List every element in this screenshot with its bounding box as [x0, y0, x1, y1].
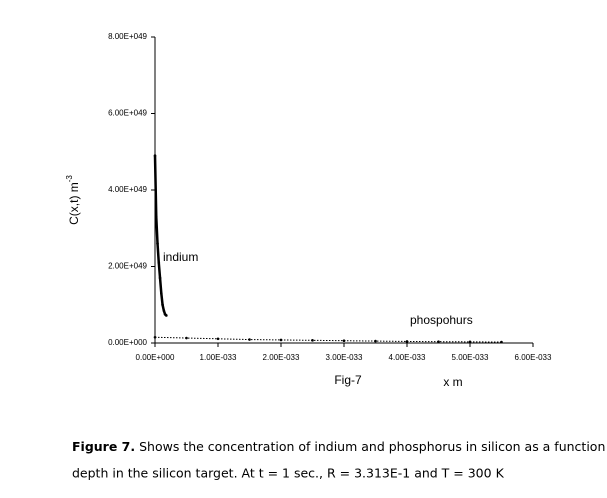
x-axis-label: x m [443, 375, 462, 389]
data-point [185, 336, 188, 340]
data-point [158, 276, 162, 280]
y-tick-label: 2.00E+049 [108, 262, 147, 271]
y-tick-label: 6.00E+049 [108, 109, 147, 118]
x-tick-label: 2.00E-033 [263, 353, 300, 362]
caption-text: Shows the concentration of indium and ph… [139, 439, 607, 454]
y-axis-label-text: C(x,t) m [67, 182, 81, 225]
data-point [156, 242, 159, 245]
annotation: indium [163, 250, 198, 264]
caption-text: depth in the silicon target. At t = 1 se… [72, 466, 505, 481]
data-point [248, 338, 251, 341]
x-tick-label: 0.00E+000 [136, 353, 175, 362]
data-point [153, 335, 157, 339]
data-point [468, 340, 472, 344]
data-point [157, 261, 161, 264]
annotation: phospohurs [410, 313, 473, 327]
figure-caption: Figure 7. Shows the concentration of ind… [72, 439, 607, 454]
y-tick-label: 0.00E+000 [108, 338, 147, 347]
y-axis-label: C(x,t) m-3 [65, 175, 81, 225]
x-tick-label: 4.00E-033 [389, 353, 426, 362]
x-tick-label: 6.00E-033 [515, 353, 552, 362]
data-point [154, 215, 158, 219]
data-point [500, 340, 503, 344]
data-point [160, 291, 163, 295]
data-point [311, 339, 314, 342]
data-point [342, 339, 346, 343]
data-point [162, 309, 166, 312]
data-point [161, 303, 164, 307]
x-tick-label: 3.00E-033 [326, 353, 363, 362]
data-point [165, 314, 168, 317]
y-tick-label: 4.00E+049 [108, 185, 147, 194]
y-tick-label: 8.00E+049 [108, 32, 147, 41]
x-tick-label: 1.00E-033 [200, 353, 237, 362]
data-point [437, 340, 440, 343]
figure-label: Fig-7 [334, 373, 362, 387]
x-tick-label: 5.00E-033 [452, 353, 489, 362]
series-line [153, 155, 168, 317]
data-point [153, 154, 157, 157]
series-line [154, 336, 502, 343]
data-point [405, 340, 409, 343]
data-point [216, 337, 220, 341]
caption-label: Figure 7. [72, 439, 135, 454]
data-point [374, 339, 377, 343]
data-point [279, 338, 283, 342]
y-axis-label-superscript: -3 [65, 175, 74, 183]
